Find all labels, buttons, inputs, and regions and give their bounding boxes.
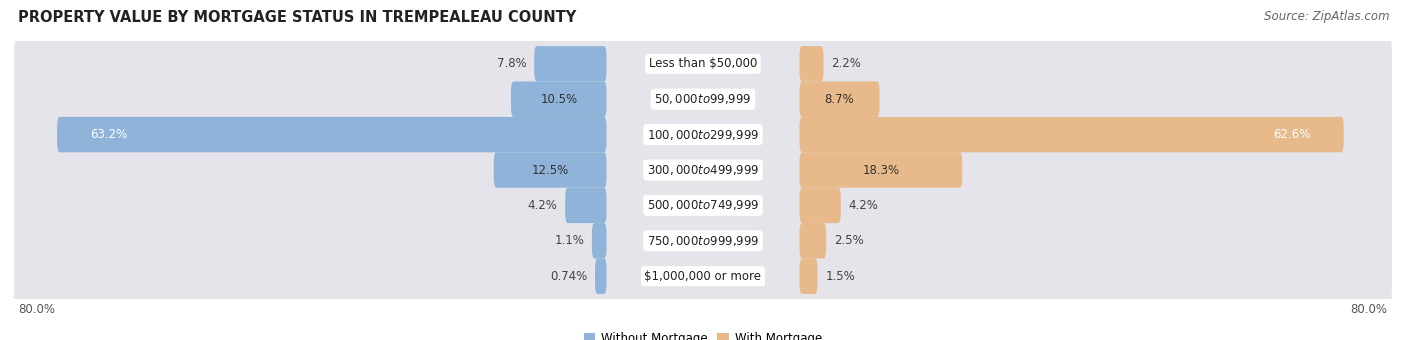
- FancyBboxPatch shape: [14, 217, 1392, 265]
- FancyBboxPatch shape: [14, 75, 1392, 123]
- Text: 80.0%: 80.0%: [1351, 303, 1388, 316]
- Text: 62.6%: 62.6%: [1274, 128, 1310, 141]
- Text: 4.2%: 4.2%: [527, 199, 557, 212]
- Text: 1.1%: 1.1%: [554, 234, 583, 247]
- Text: $750,000 to $999,999: $750,000 to $999,999: [647, 234, 759, 248]
- Text: 0.74%: 0.74%: [550, 270, 588, 283]
- FancyBboxPatch shape: [14, 111, 1392, 158]
- Text: $300,000 to $499,999: $300,000 to $499,999: [647, 163, 759, 177]
- Text: 12.5%: 12.5%: [531, 164, 569, 176]
- FancyBboxPatch shape: [800, 82, 880, 117]
- Text: $500,000 to $749,999: $500,000 to $749,999: [647, 199, 759, 212]
- FancyBboxPatch shape: [14, 40, 1392, 87]
- FancyBboxPatch shape: [595, 258, 606, 294]
- FancyBboxPatch shape: [510, 82, 606, 117]
- FancyBboxPatch shape: [14, 253, 1392, 300]
- FancyBboxPatch shape: [800, 258, 817, 294]
- Text: $50,000 to $99,999: $50,000 to $99,999: [654, 92, 752, 106]
- Text: $1,000,000 or more: $1,000,000 or more: [644, 270, 762, 283]
- Text: PROPERTY VALUE BY MORTGAGE STATUS IN TREMPEALEAU COUNTY: PROPERTY VALUE BY MORTGAGE STATUS IN TRE…: [18, 10, 576, 25]
- Text: 80.0%: 80.0%: [18, 303, 55, 316]
- FancyBboxPatch shape: [592, 223, 606, 258]
- FancyBboxPatch shape: [14, 146, 1392, 194]
- Text: 2.5%: 2.5%: [834, 234, 863, 247]
- Text: 18.3%: 18.3%: [862, 164, 900, 176]
- FancyBboxPatch shape: [800, 152, 962, 188]
- FancyBboxPatch shape: [58, 117, 606, 152]
- FancyBboxPatch shape: [565, 188, 606, 223]
- Text: Less than $50,000: Less than $50,000: [648, 57, 758, 70]
- Text: 8.7%: 8.7%: [825, 93, 855, 106]
- Text: 1.5%: 1.5%: [825, 270, 855, 283]
- Text: Source: ZipAtlas.com: Source: ZipAtlas.com: [1264, 10, 1389, 23]
- Text: 2.2%: 2.2%: [831, 57, 862, 70]
- FancyBboxPatch shape: [800, 117, 1344, 152]
- Text: 7.8%: 7.8%: [496, 57, 526, 70]
- Text: 4.2%: 4.2%: [849, 199, 879, 212]
- FancyBboxPatch shape: [494, 152, 606, 188]
- Legend: Without Mortgage, With Mortgage: Without Mortgage, With Mortgage: [579, 328, 827, 340]
- Text: $100,000 to $299,999: $100,000 to $299,999: [647, 128, 759, 141]
- Text: 63.2%: 63.2%: [90, 128, 127, 141]
- FancyBboxPatch shape: [14, 182, 1392, 229]
- Text: 10.5%: 10.5%: [540, 93, 578, 106]
- FancyBboxPatch shape: [800, 188, 841, 223]
- FancyBboxPatch shape: [534, 46, 606, 82]
- FancyBboxPatch shape: [800, 46, 824, 82]
- FancyBboxPatch shape: [800, 223, 827, 258]
